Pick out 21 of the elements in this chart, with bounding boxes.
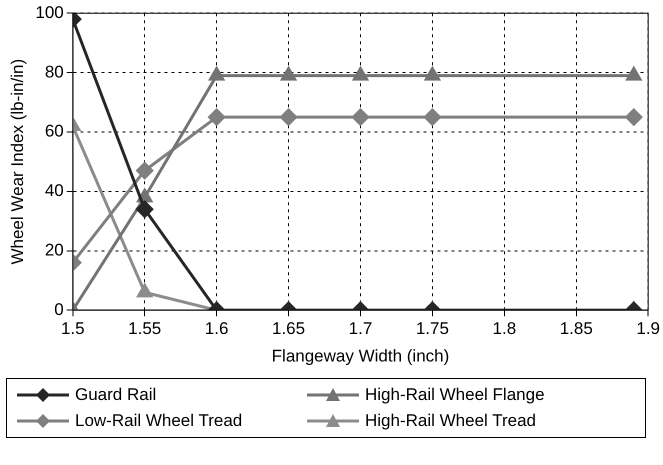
y-axis-title: Wheel Wear Index (lb-in/in) (8, 58, 27, 265)
x-tick-label: 1.5 (60, 319, 85, 338)
y-tick-label: 20 (44, 240, 64, 260)
x-tick-label: 1.6 (204, 319, 228, 338)
legend-label: Guard Rail (75, 385, 156, 405)
x-tick-label: 1.55 (128, 319, 162, 338)
y-tick-label: 0 (54, 300, 64, 319)
y-tick-label: 40 (44, 181, 64, 200)
y-tick-label: 80 (44, 62, 64, 82)
x-tick-label: 1.65 (272, 319, 306, 338)
x-axis-title: Flangeway Width (inch) (272, 346, 450, 366)
legend-label: High-Rail Wheel Flange (365, 385, 545, 405)
legend-label: Low-Rail Wheel Tread (75, 411, 242, 431)
x-tick-label: 1.8 (492, 319, 516, 338)
x-tick-label: 1.9 (636, 319, 660, 338)
x-tick-label: 1.75 (416, 319, 449, 338)
y-tick-label: 60 (44, 122, 64, 141)
x-tick-label: 1.85 (560, 319, 593, 338)
legend-label: High-Rail Wheel Tread (365, 411, 536, 431)
x-tick-label: 1.7 (348, 319, 372, 338)
y-tick-label: 100 (35, 2, 64, 22)
